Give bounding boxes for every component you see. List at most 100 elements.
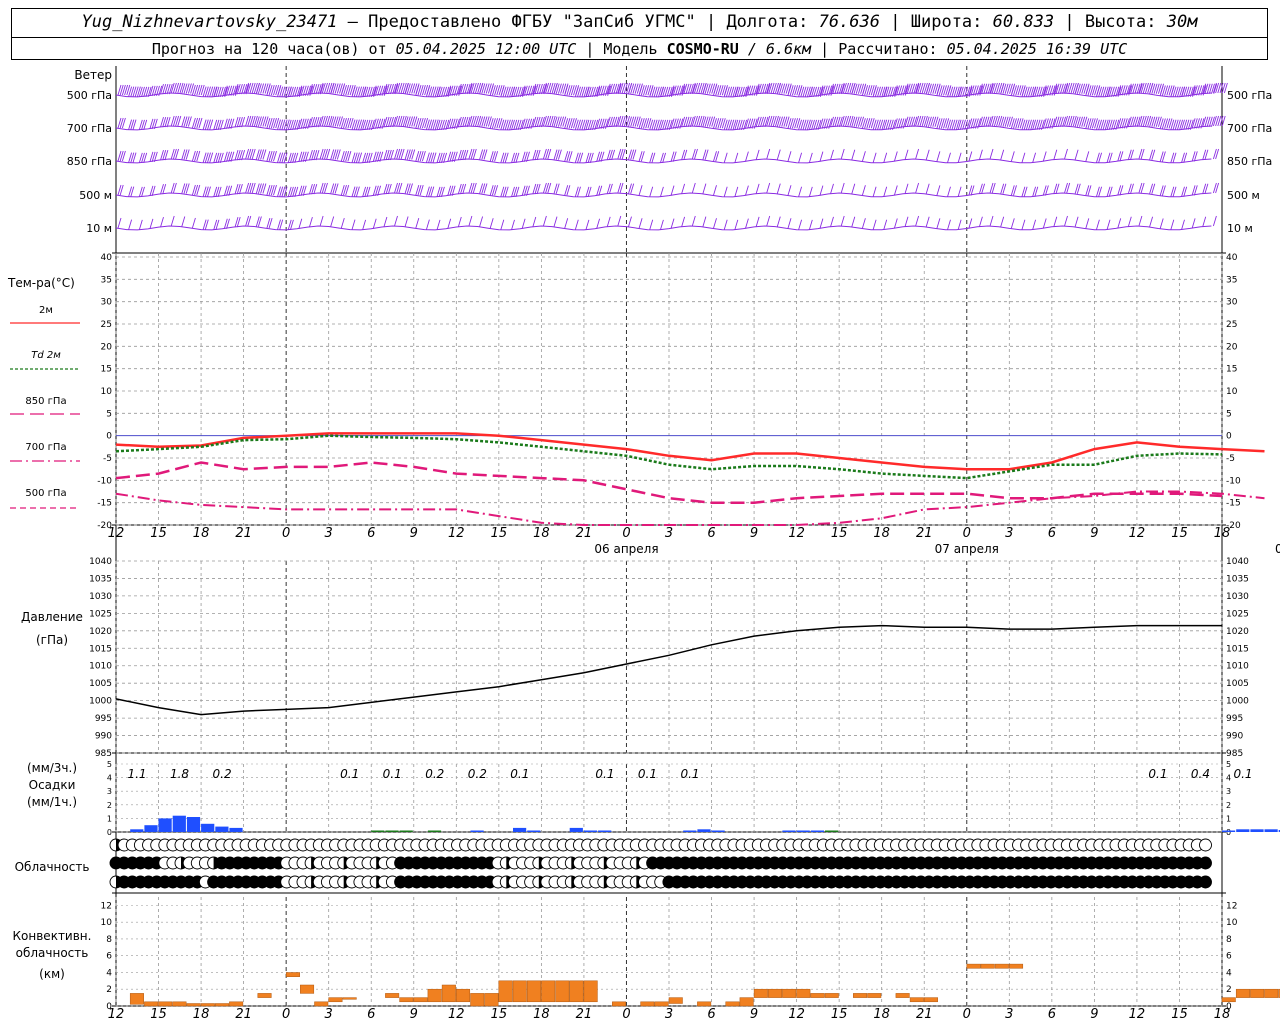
wind-barb — [747, 118, 752, 129]
wind-barb — [504, 152, 509, 163]
wind-barb — [394, 148, 398, 160]
wind-barb — [349, 84, 354, 96]
wind-barb — [119, 84, 124, 96]
wind-barb — [872, 152, 877, 163]
wind-barb — [326, 82, 331, 94]
wind-barb — [117, 117, 122, 129]
wind-barb — [709, 116, 713, 127]
wind-barb — [798, 219, 803, 230]
wind-barb — [1089, 85, 1094, 96]
precip-bar — [215, 826, 229, 832]
wind-barb — [821, 118, 826, 129]
wind-barb — [702, 183, 707, 194]
wind-barb — [494, 118, 499, 129]
wind-barb — [319, 115, 324, 127]
wind-barb — [255, 116, 260, 127]
wind-barb — [117, 150, 122, 162]
hour-tick-label-bottom: 0 — [282, 1007, 290, 1022]
convective-bar — [200, 1003, 215, 1007]
wind-barb — [245, 182, 250, 194]
wind-barb — [702, 149, 707, 160]
wind-barb — [179, 82, 184, 94]
conv-tick-label: 8 — [106, 935, 112, 945]
wind-barb — [223, 185, 228, 196]
wind-barb — [1021, 152, 1026, 163]
wind-barb — [564, 151, 569, 162]
wind-barb — [460, 183, 464, 195]
wind-barb — [734, 152, 739, 164]
wind-barb — [547, 182, 552, 194]
precip-tick-label-right: 3 — [1226, 787, 1231, 796]
wind-barb — [485, 116, 490, 127]
wind-barb — [832, 116, 837, 128]
wind-barb — [236, 183, 241, 195]
wind-barb — [351, 86, 356, 97]
cloud-row — [109, 838, 1212, 852]
wind-barb — [1151, 149, 1156, 160]
wind-barb — [1204, 149, 1209, 160]
wind-barb — [861, 185, 866, 196]
precip-bar — [1278, 830, 1280, 832]
wind-barb — [755, 216, 760, 228]
wind-barb — [1212, 148, 1217, 160]
wind-barb — [355, 119, 360, 130]
wind-barb — [281, 119, 286, 130]
pressure-tick-label: 1025 — [89, 609, 112, 619]
wind-barb — [823, 118, 828, 129]
wind-barb — [160, 149, 164, 161]
wind-barb — [1172, 186, 1177, 197]
wind-barb — [808, 219, 813, 231]
wind-shaft-line — [115, 125, 1212, 131]
wind-barb — [547, 82, 552, 94]
wind-barb — [383, 83, 388, 95]
wind-barb — [1204, 183, 1209, 194]
wind-barb — [1159, 118, 1164, 129]
wind-barb — [260, 149, 265, 160]
wind-barb — [813, 86, 818, 98]
precip-tick-label: 3 — [107, 787, 112, 796]
wind-barb — [460, 83, 464, 95]
wind-barb — [917, 82, 922, 94]
wind-barb — [128, 186, 133, 197]
wind-barb — [268, 117, 273, 129]
wind-barb — [787, 151, 792, 162]
wind-barb — [172, 182, 177, 194]
wind-barb — [436, 152, 441, 164]
wind-barb — [424, 117, 429, 129]
wind-barb — [640, 85, 645, 96]
temp-tick-label: -5 — [103, 454, 112, 464]
wind-barb — [209, 86, 214, 97]
wind-barb — [236, 83, 241, 95]
wind-barb — [783, 83, 788, 94]
wind-level-label-right: 850 гПа — [1227, 155, 1272, 168]
calc-time: 05.04.2025 16:39 UTC — [946, 40, 1128, 58]
wind-barb — [672, 85, 677, 96]
wind-barb — [513, 119, 518, 131]
wind-barb — [683, 149, 688, 161]
wind-barb — [1066, 115, 1071, 127]
wind-barb — [723, 219, 728, 230]
wind-barb — [413, 83, 418, 94]
wind-barb — [579, 119, 584, 130]
wind-barb — [681, 183, 686, 195]
wind-barb — [538, 116, 543, 128]
wind-barb — [430, 186, 435, 197]
wind-barb — [1110, 119, 1115, 130]
wind-barb — [491, 118, 496, 129]
wind-barb — [1117, 85, 1122, 96]
wind-barb — [608, 83, 613, 95]
wind-barb — [1000, 216, 1005, 227]
hour-tick-label: 3 — [325, 526, 333, 541]
wind-barb — [1098, 86, 1103, 97]
wind-barb — [855, 83, 860, 94]
wind-barb — [434, 119, 439, 130]
wind-barb — [526, 151, 530, 162]
wind-barb — [151, 151, 156, 163]
wind-barb — [266, 184, 271, 196]
wind-barb — [362, 219, 367, 231]
wind-barb — [424, 84, 429, 96]
wind-barb — [864, 118, 869, 129]
wind-barb — [755, 83, 760, 95]
hour-tick-label: 6 — [367, 526, 375, 541]
